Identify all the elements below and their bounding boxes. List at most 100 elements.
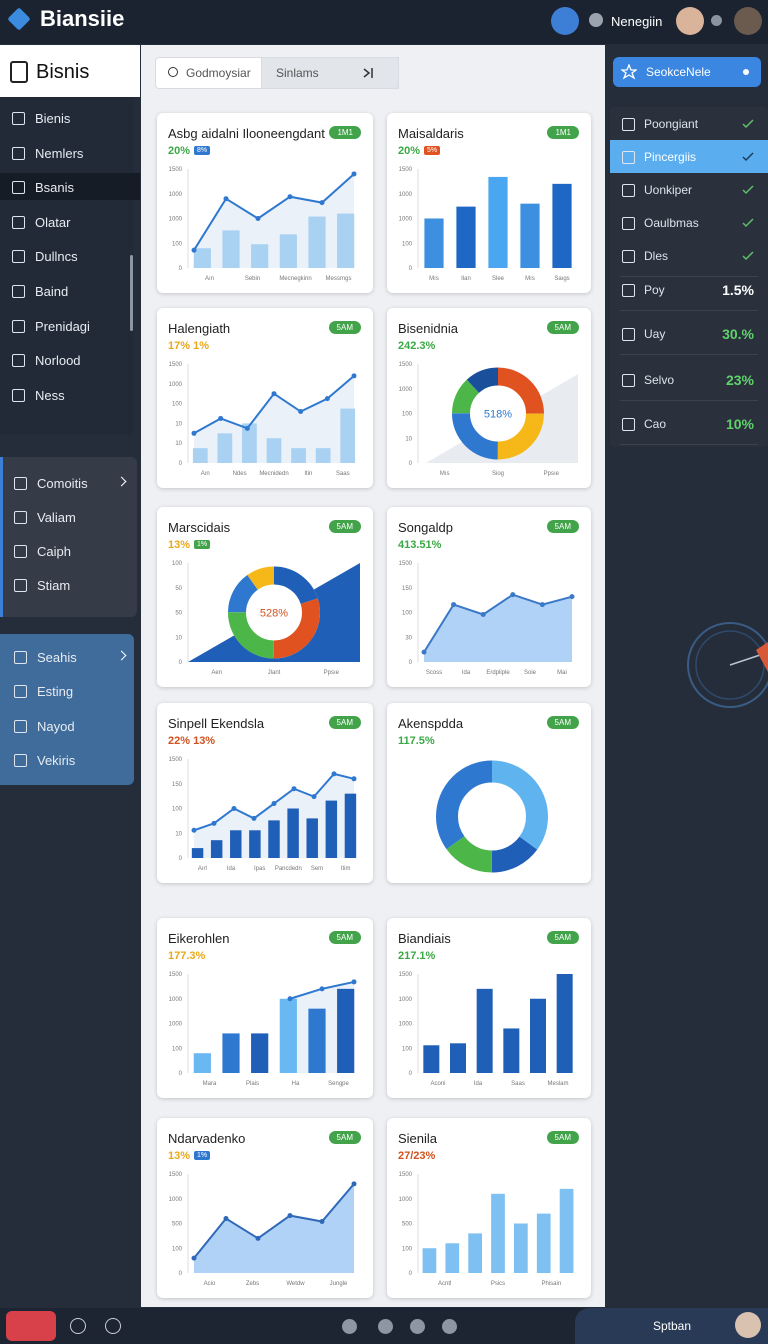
item-icon: [622, 327, 635, 341]
card-badge: 1M1: [547, 126, 579, 139]
avatar[interactable]: [551, 7, 579, 35]
chart-card[interactable]: Ndarvadenko 5AM 13% 1% 1500 1000 500 100 0 Acio Ze…: [157, 1118, 373, 1298]
nav-label: Valiam: [37, 510, 76, 525]
apps-button[interactable]: [6, 1311, 56, 1341]
list-item[interactable]: Selvo 23%: [612, 365, 766, 401]
list-item[interactable]: Uay 30.%: [612, 319, 766, 355]
footer-label[interactable]: Sptban: [653, 1319, 692, 1333]
list-item[interactable]: Dles: [612, 241, 766, 277]
donut-segment: [228, 566, 320, 659]
point: [351, 373, 357, 379]
nav-item[interactable]: Vekiris: [14, 753, 75, 768]
nav-item[interactable]: Caiph: [14, 544, 71, 559]
nav-icon: [14, 753, 27, 767]
donut-center: 528%: [260, 608, 288, 620]
y-axis-label: 100: [172, 1046, 183, 1052]
tool-icon[interactable]: [105, 1318, 121, 1334]
chart-card[interactable]: Sinpell Ekendsla 5AM 22% 13% 1500 150 100 10 0 A…: [157, 703, 373, 883]
nav-icon: [14, 579, 27, 592]
logo[interactable]: Biansiie: [40, 6, 125, 31]
y-axis-label: 0: [409, 1271, 413, 1277]
tool-icon[interactable]: [70, 1318, 86, 1334]
tool-icon[interactable]: [378, 1319, 393, 1334]
bar: [552, 183, 572, 268]
nav-icon: [12, 112, 25, 125]
chart-card[interactable]: Sienila 5AM 27/23% 1500 1000 500 100 0 Acntl Psic…: [387, 1118, 591, 1298]
nav-item[interactable]: Dullncs: [12, 249, 78, 264]
point: [255, 216, 261, 221]
y-axis-label: 1500: [169, 167, 183, 173]
nav-item[interactable]: Seahis: [14, 650, 127, 665]
list-item[interactable]: Poongiant: [612, 109, 766, 139]
nav-item[interactable]: Norlood: [12, 353, 81, 368]
user-avatar[interactable]: [735, 1312, 761, 1338]
chart-card[interactable]: Marscidais 5AM 13% 1% 100 50 50 10 0 Aen Jlant Ppsı…: [157, 507, 373, 687]
dot: [743, 69, 749, 75]
item-label: Poongiant: [644, 117, 699, 131]
nav-item[interactable]: Stiam: [14, 578, 70, 593]
filter-box[interactable]: Sinlams: [261, 57, 399, 89]
item-icon: [622, 283, 635, 297]
chart-card[interactable]: Eikerohlen 5AM 177.3% 1500 1000 1000 100 0 Mara P…: [157, 918, 373, 1098]
nav-item[interactable]: Esting: [14, 684, 73, 699]
user-avatar[interactable]: [734, 7, 762, 35]
list-item[interactable]: Pincergiis: [612, 142, 766, 172]
item-icon: [622, 373, 635, 387]
x-axis-label: Messrngs: [325, 276, 351, 282]
tool-icon[interactable]: [410, 1319, 425, 1334]
nav-item[interactable]: Baind: [12, 284, 68, 299]
bar: [192, 448, 208, 463]
nav-item[interactable]: Nayod: [14, 719, 75, 734]
x-axis-label: Sengpe: [328, 1081, 349, 1087]
tool-icon[interactable]: [442, 1319, 457, 1334]
nav-item[interactable]: Valiam: [14, 510, 76, 525]
user-name[interactable]: Nenegiin: [611, 14, 663, 29]
x-axis-label: Itim: [341, 866, 351, 872]
y-axis-label: 1500: [399, 1172, 413, 1178]
bar: [279, 998, 297, 1073]
list-item[interactable]: Oaulbmas: [612, 208, 766, 238]
nav-item[interactable]: Bienis: [12, 111, 70, 126]
x-axis-label: Scoss: [426, 670, 442, 676]
chart-card[interactable]: Songaldp 5AM 413.51% 1500 150 100 30 0 Scoss Ida E…: [387, 507, 591, 687]
chart-card[interactable]: Akenspdda 5AM 117.5%: [387, 703, 591, 883]
y-axis-label: 100: [172, 241, 183, 247]
list-item[interactable]: Cao 10%: [612, 409, 766, 445]
chart-card[interactable]: Biandiais 5AM 217.1% 1500 1000 1000 100 0 Aconi I…: [387, 918, 591, 1098]
nav-item[interactable]: Ness: [12, 388, 65, 403]
point: [510, 592, 516, 598]
x-axis-label: Aın: [205, 276, 214, 282]
x-axis-label: Aconi: [430, 1081, 445, 1087]
x-axis-label: Mıs: [440, 471, 450, 477]
tool-icon[interactable]: [342, 1319, 357, 1334]
chart-card[interactable]: Halengiath 5AM 17% 1% 1500 1000 100 10 10 0 Aın Nd…: [157, 308, 373, 488]
nav-group: [0, 97, 134, 435]
action-button[interactable]: SeokceNele: [613, 57, 761, 87]
chart-card[interactable]: Maisaldaris 1M1 20% 5% 1500 1000 1000 100 0 Mıs Il…: [387, 113, 591, 293]
nav-item[interactable]: Bsanis: [12, 180, 74, 195]
nav-item[interactable]: Nemlers: [12, 146, 83, 161]
nav-item[interactable]: Olatar: [12, 215, 70, 230]
settings-icon[interactable]: [711, 15, 722, 26]
chart-card[interactable]: Bisenidnia 5AM 242.3% 1500 1000 100 10 0 Mıs Siog…: [387, 308, 591, 488]
bar: [308, 1008, 326, 1073]
nav-item[interactable]: Prenidagi: [12, 319, 90, 334]
bar: [340, 408, 356, 463]
nav-label: Norlood: [35, 353, 81, 369]
list-item[interactable]: Poy 1.5%: [612, 275, 766, 311]
list-item[interactable]: Uonkiper: [612, 175, 766, 205]
nav-icon: [12, 215, 25, 229]
item-icon: [622, 117, 635, 131]
y-axis-label: 500: [172, 1222, 183, 1228]
item-icon: [622, 150, 635, 164]
chart-card[interactable]: Asbg aidalni Ilooneengdant 1M1 20% 8% 1500 10…: [157, 113, 373, 293]
y-axis-label: 100: [402, 412, 413, 418]
scrollbar: [130, 255, 133, 331]
user-avatar[interactable]: [676, 7, 704, 35]
bar: [287, 808, 299, 858]
nav-item[interactable]: Comoitis: [14, 476, 127, 491]
